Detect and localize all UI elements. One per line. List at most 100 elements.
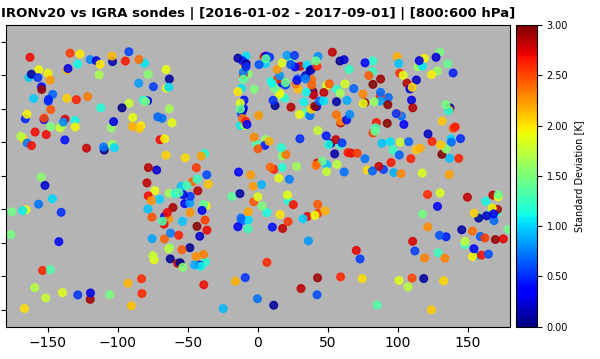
Point: [85, 57, 95, 62]
Point: [482, 213, 491, 219]
Point: [332, 99, 341, 104]
Point: [472, 252, 481, 258]
Point: [392, 111, 402, 116]
Point: [157, 116, 167, 121]
Point: [374, 164, 383, 169]
Point: [260, 143, 269, 148]
Point: [275, 73, 284, 79]
Point: [234, 169, 244, 175]
Point: [165, 245, 175, 251]
Point: [423, 192, 433, 197]
Point: [261, 53, 271, 59]
Point: [383, 95, 393, 101]
Point: [70, 124, 80, 130]
Point: [254, 62, 264, 67]
Point: [60, 137, 70, 143]
Point: [106, 125, 116, 131]
Point: [362, 167, 372, 173]
Point: [277, 153, 287, 159]
Point: [199, 202, 208, 208]
Point: [200, 217, 210, 223]
Point: [108, 59, 118, 65]
Point: [301, 73, 310, 79]
Point: [488, 192, 497, 198]
Point: [302, 89, 311, 95]
Point: [311, 58, 321, 64]
Point: [391, 111, 401, 117]
Point: [491, 237, 500, 242]
Point: [469, 246, 479, 252]
Point: [261, 57, 271, 62]
Point: [335, 142, 345, 148]
Point: [241, 53, 251, 59]
Point: [163, 210, 172, 215]
Point: [494, 192, 503, 197]
Point: [451, 124, 460, 130]
Point: [150, 188, 160, 194]
Point: [382, 120, 392, 126]
Point: [46, 267, 55, 272]
Point: [268, 97, 278, 103]
Point: [317, 158, 327, 164]
Point: [174, 190, 184, 196]
Point: [240, 123, 250, 129]
Point: [26, 143, 36, 149]
Point: [236, 111, 246, 117]
Point: [166, 230, 175, 236]
Point: [16, 133, 26, 139]
Point: [352, 150, 362, 156]
Point: [469, 210, 479, 216]
Point: [439, 278, 448, 284]
Point: [236, 215, 246, 221]
Point: [137, 276, 146, 282]
Point: [476, 252, 486, 258]
Point: [493, 206, 502, 212]
Point: [376, 98, 385, 104]
Point: [407, 84, 417, 90]
Point: [427, 72, 436, 78]
Point: [159, 221, 169, 227]
Point: [188, 179, 197, 185]
Point: [328, 49, 337, 55]
Point: [136, 123, 146, 129]
Point: [272, 66, 282, 72]
Point: [270, 103, 280, 108]
Point: [395, 70, 404, 76]
Point: [407, 275, 417, 281]
Point: [283, 219, 293, 224]
Point: [308, 88, 318, 94]
Point: [302, 214, 312, 219]
Point: [243, 71, 253, 77]
Point: [312, 104, 322, 109]
Point: [283, 192, 292, 198]
Point: [191, 254, 201, 260]
Point: [368, 81, 378, 87]
Point: [443, 108, 453, 113]
Point: [190, 262, 199, 268]
Point: [358, 101, 368, 106]
Point: [128, 115, 137, 120]
Point: [236, 100, 245, 106]
Point: [427, 307, 436, 313]
Point: [292, 163, 301, 169]
Point: [278, 225, 287, 231]
Point: [418, 63, 427, 69]
Point: [257, 182, 266, 187]
Point: [185, 200, 195, 206]
Point: [307, 106, 316, 112]
Point: [485, 211, 495, 216]
Point: [161, 67, 171, 73]
Point: [410, 248, 419, 254]
Point: [262, 260, 272, 265]
Point: [418, 170, 427, 176]
Point: [230, 279, 240, 284]
Point: [26, 71, 36, 77]
Point: [301, 109, 310, 115]
Point: [152, 167, 161, 173]
Point: [402, 80, 412, 86]
Point: [371, 125, 380, 131]
Point: [57, 123, 67, 129]
Point: [47, 196, 57, 202]
Point: [91, 58, 101, 64]
Point: [243, 226, 253, 232]
